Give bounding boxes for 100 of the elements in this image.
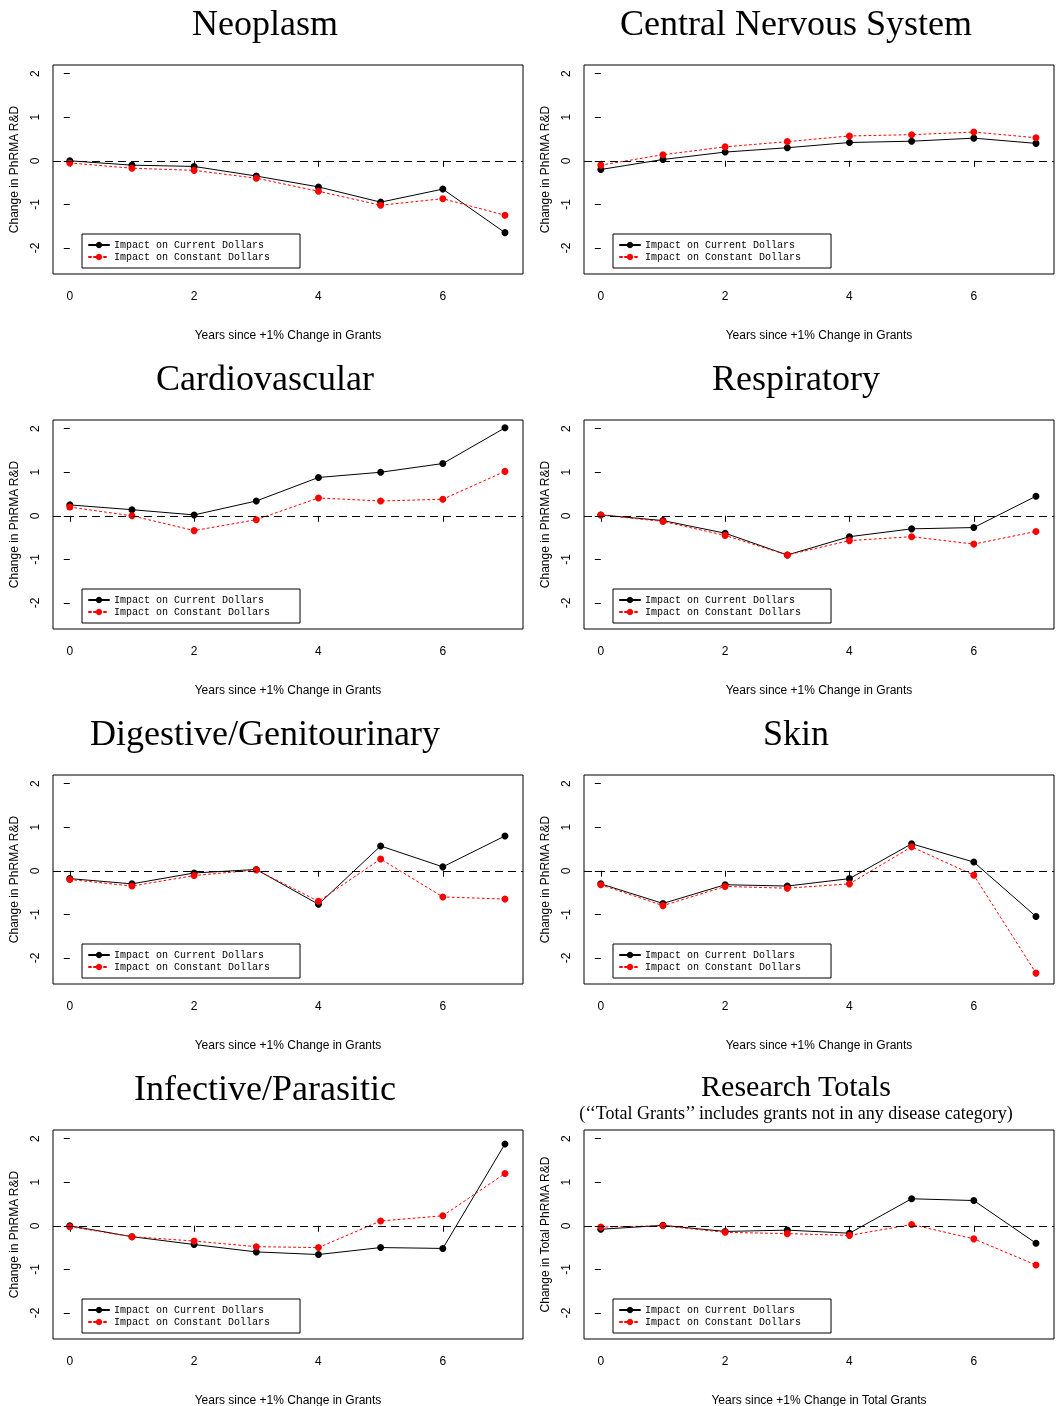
y-tick-label: 1 [559,113,573,121]
point [597,161,605,169]
chart-title: Infective/Parasitic [134,1068,396,1108]
chart-title: Skin [762,713,830,753]
x-tick-label: 6 [439,1354,447,1368]
point [721,143,729,151]
y-tick-label: -1 [28,198,42,210]
point [439,195,447,203]
x-tick-label: 2 [190,289,198,303]
y-tick-label: 1 [28,823,42,831]
legend-label: Impact on Constant Dollars [114,606,271,618]
chart-title: Neoplasm [192,3,338,43]
point [1032,134,1040,142]
y-tick-label: 2 [28,1135,42,1143]
x-tick-label: 4 [846,289,854,303]
legend-label: Impact on Constant Dollars [645,251,802,263]
point [377,1244,385,1252]
point [908,525,916,533]
point [439,1244,447,1252]
point [970,871,978,879]
y-axis-title: Change in Total PhRMA R&D [538,1156,552,1313]
x-tick-label: 6 [439,289,447,303]
point [439,495,447,503]
y-tick-label: -2 [559,242,573,254]
point [439,1212,447,1220]
x-tick-label: 0 [66,1354,74,1368]
chart-title: Cardiovascular [156,358,374,398]
y-tick-label: 2 [559,1135,573,1143]
legend-label: Impact on Current Dollars [114,594,265,606]
point [501,1170,509,1178]
point [845,139,853,146]
x-tick-label: 2 [190,999,198,1013]
x-tick-label: 6 [970,1354,978,1368]
x-tick-label: 2 [721,644,729,658]
point [377,468,385,476]
point [190,527,198,535]
y-axis-title: Change in PhRMA R&D [7,1170,21,1299]
x-tick-label: 6 [439,644,447,658]
x-tick-label: 2 [190,1354,198,1368]
point [314,473,322,481]
y-axis-title: Change in PhRMA R&D [538,815,552,944]
x-tick-label: 2 [721,1354,729,1368]
x-tick-label: 4 [315,1354,323,1368]
point [845,880,853,888]
point [190,166,198,174]
point [501,467,509,475]
point [377,855,385,863]
point [970,858,978,866]
x-axis-title: Years since +1% Change in Grants [725,683,913,697]
point [1032,492,1040,500]
point [970,134,978,142]
x-tick-label: 0 [597,289,605,303]
y-tick-label: 0 [559,867,573,875]
x-tick-label: 0 [597,644,605,658]
y-tick-label: 2 [28,70,42,78]
point [970,1197,978,1205]
y-tick-label: 2 [28,425,42,433]
y-tick-label: -2 [28,597,42,609]
point [439,185,447,193]
point [128,506,136,514]
x-axis-title: Years since +1% Change in Grants [194,1393,382,1406]
point [501,211,509,219]
point [783,1230,791,1238]
legend-label: Impact on Current Dollars [645,1304,796,1316]
point [1032,527,1040,535]
x-axis-title: Years since +1% Change in Total Grants [711,1393,927,1406]
x-tick-label: 0 [66,999,74,1013]
x-axis-title: Years since +1% Change in Grants [194,328,382,342]
y-tick-label: -2 [559,1307,573,1319]
point [252,1243,260,1251]
point [377,842,385,850]
point [439,893,447,901]
x-tick-label: 4 [315,289,323,303]
y-tick-label: 2 [559,70,573,78]
y-tick-label: 2 [28,780,42,788]
y-tick-label: 1 [559,468,573,476]
legend-label: Impact on Constant Dollars [645,961,802,973]
point [783,138,791,146]
x-axis-title: Years since +1% Change in Grants [725,1038,913,1052]
point [970,1235,978,1243]
legend-label: Impact on Current Dollars [114,1304,265,1316]
x-axis-title: Years since +1% Change in Grants [194,683,382,697]
y-tick-label: 0 [559,157,573,165]
legend-label: Impact on Constant Dollars [645,1316,802,1328]
legend-label: Impact on Constant Dollars [114,961,271,973]
legend-label: Impact on Constant Dollars [114,251,271,263]
legend-label: Impact on Current Dollars [645,594,796,606]
y-axis-title: Change in PhRMA R&D [7,460,21,589]
point [377,497,385,505]
point [252,516,260,524]
chart-title: Respiratory [712,358,880,398]
x-tick-label: 0 [597,1354,605,1368]
x-tick-label: 2 [721,999,729,1013]
y-axis-title: Change in PhRMA R&D [538,460,552,589]
y-tick-label: -1 [28,908,42,920]
legend-label: Impact on Current Dollars [114,239,265,251]
y-tick-label: -1 [559,1263,573,1275]
chart-subtitle: (‘‘Total Grants’’ includes grants not in any disease category) [579,1103,1013,1124]
y-tick-label: 1 [559,823,573,831]
point [501,424,509,432]
